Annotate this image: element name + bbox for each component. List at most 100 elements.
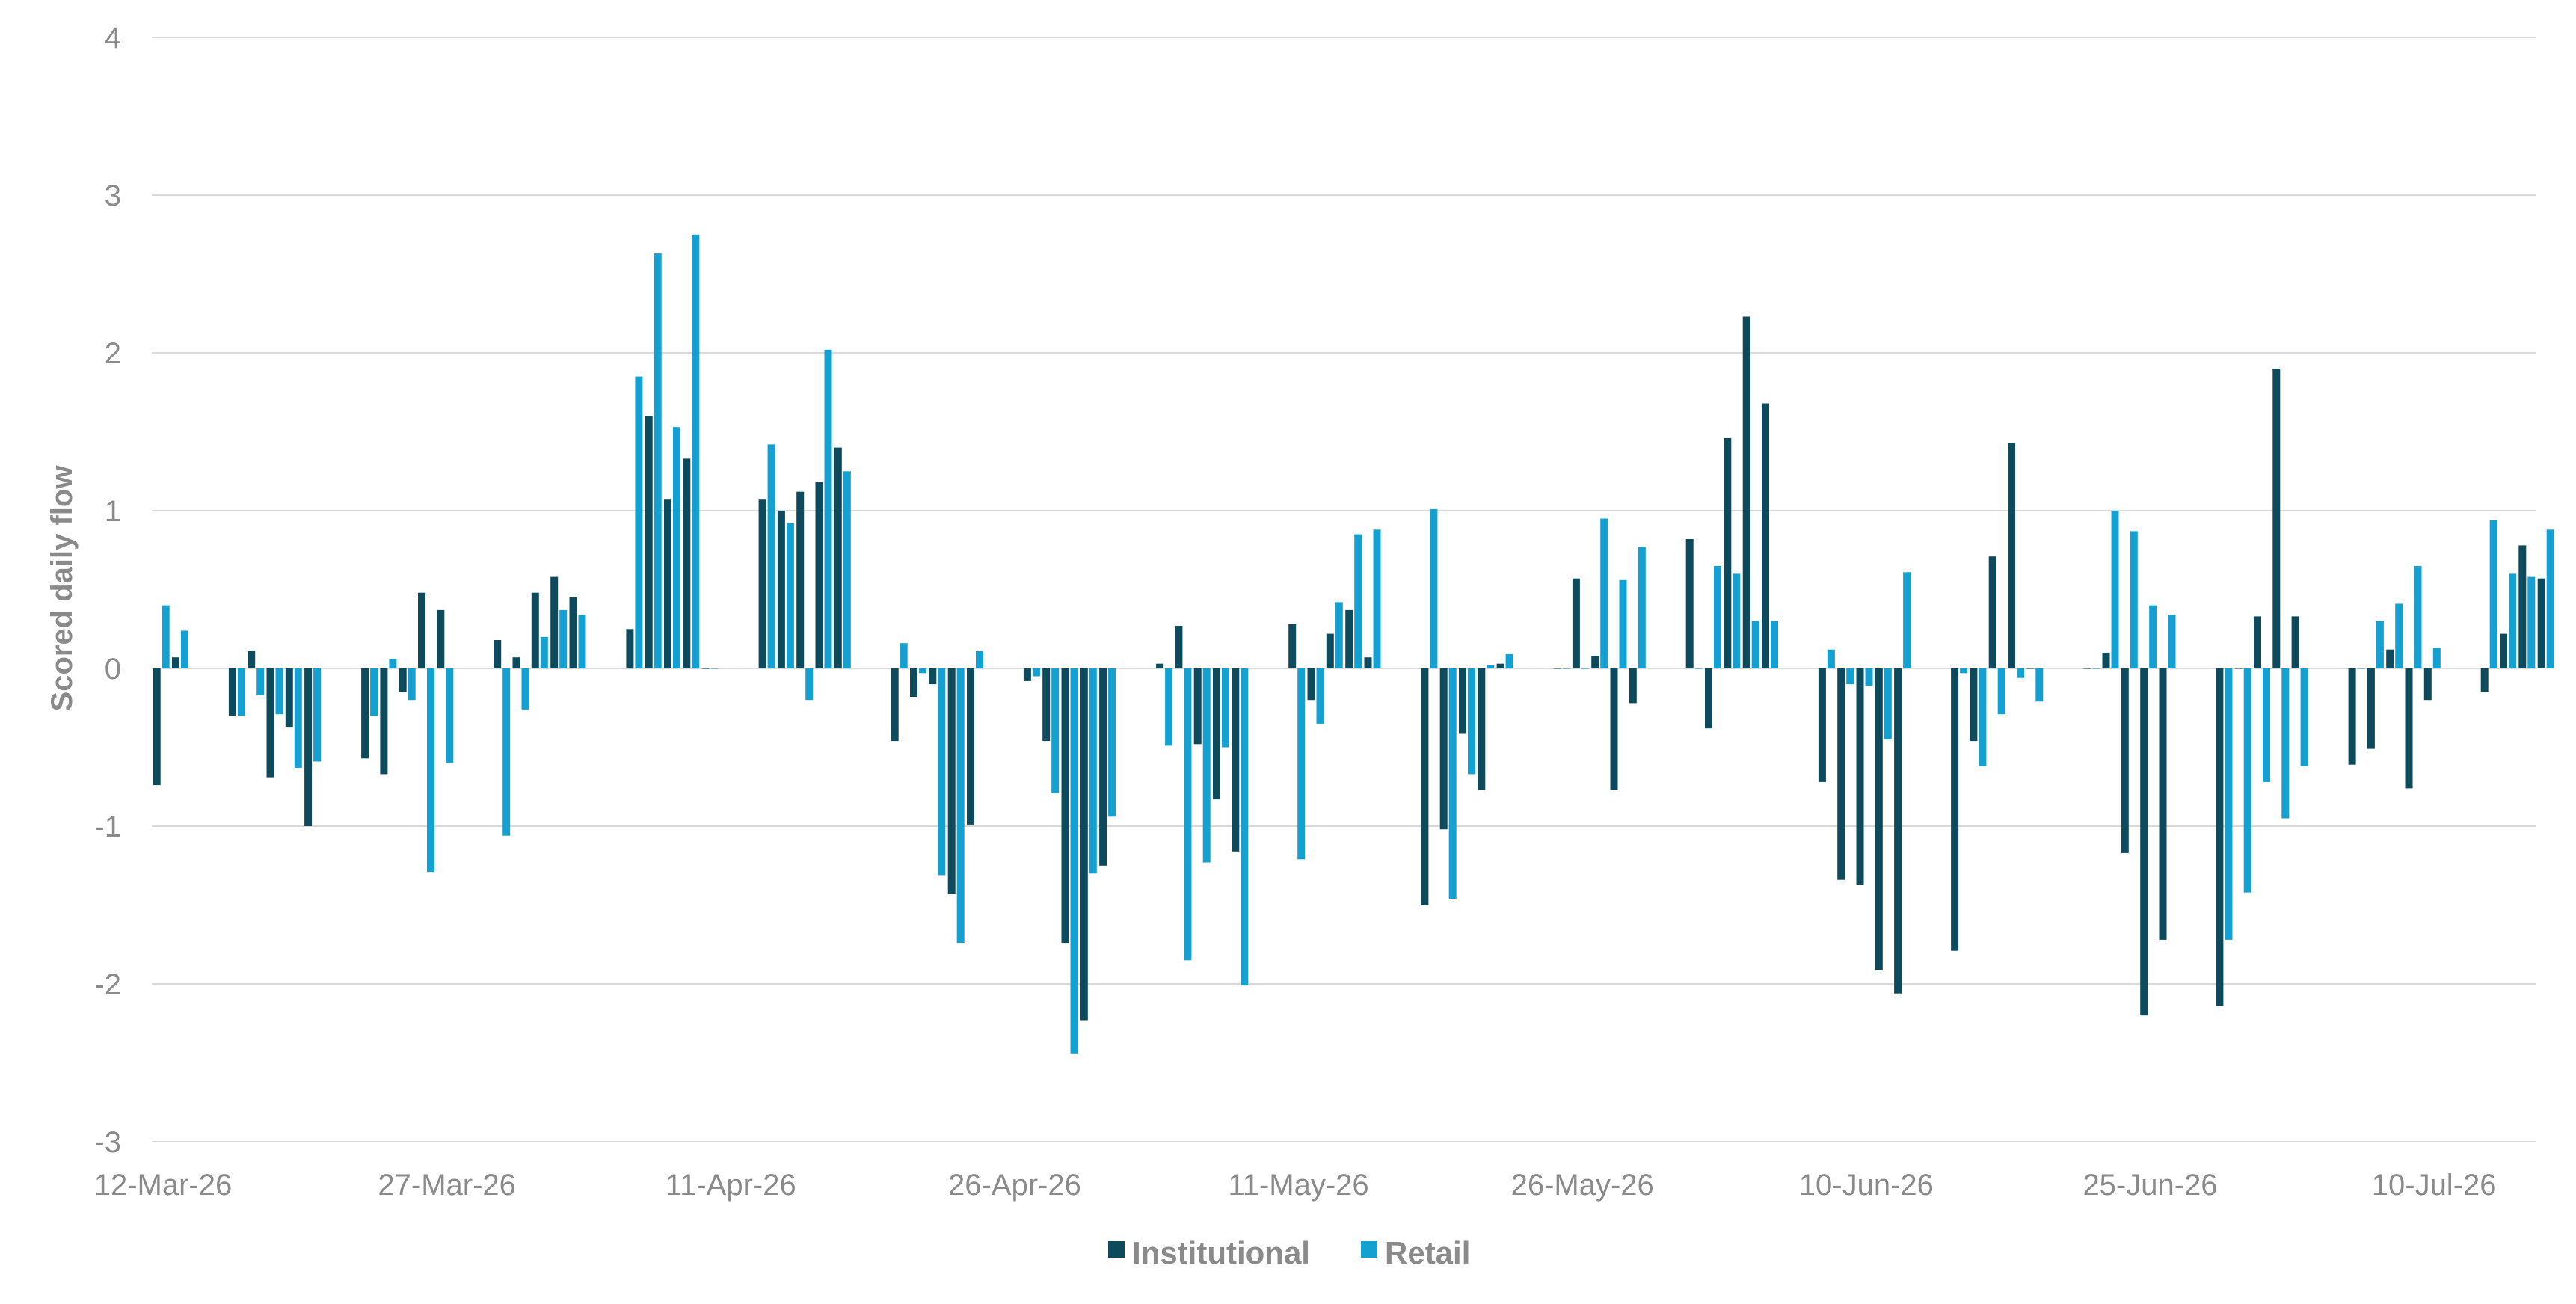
bar-retail xyxy=(2243,668,2251,893)
y-axis-title: Scored daily flow xyxy=(46,465,79,712)
bar-retail xyxy=(294,668,302,768)
bar-retail xyxy=(1581,668,1589,669)
bar-retail xyxy=(1771,621,1778,668)
bar-institutional xyxy=(512,657,520,668)
bar-retail xyxy=(1373,529,1381,668)
y-axis-ticks: 4 3 2 1 0 -1 -2 -3 xyxy=(94,22,121,1159)
bar-retail xyxy=(2263,668,2270,782)
bar-institutional xyxy=(1951,668,1959,951)
bar-institutional xyxy=(2026,668,2035,669)
bar-retail xyxy=(2111,511,2119,668)
bar-retail xyxy=(1468,668,1475,775)
x-tick-label: 11-May-26 xyxy=(1228,1169,1368,1202)
bar-retail xyxy=(1165,668,1173,746)
bar-institutional xyxy=(1364,657,1372,668)
bar-retail xyxy=(1487,665,1495,668)
bar-retail xyxy=(1979,668,1987,766)
bar-retail xyxy=(2300,668,2308,766)
bar-institutional xyxy=(1175,626,1183,668)
bar-institutional xyxy=(2405,668,2413,789)
bar-retail xyxy=(578,615,586,668)
bar-institutional xyxy=(664,499,671,668)
bar-retail xyxy=(408,668,416,701)
bar-institutional xyxy=(2216,668,2224,1006)
y-tick-label: 0 xyxy=(105,653,121,686)
bar-institutional xyxy=(1156,663,1164,668)
bar-institutional xyxy=(683,458,691,668)
bar-retail xyxy=(900,643,908,668)
bar-institutional xyxy=(1894,668,1902,994)
bar-retail xyxy=(1297,668,1306,860)
bar-institutional xyxy=(2291,616,2299,668)
bar-retail xyxy=(1846,668,1854,685)
bar-institutional xyxy=(153,668,161,786)
bar-retail xyxy=(2376,621,2384,668)
bar-institutional xyxy=(2121,668,2129,853)
bar-retail xyxy=(1505,654,1513,668)
bar-institutional xyxy=(1080,668,1088,1021)
bar-retail xyxy=(1960,668,1968,674)
bar-retail xyxy=(2130,531,2138,668)
bar-institutional xyxy=(569,597,577,668)
bar-institutional xyxy=(361,668,369,759)
bar-retail xyxy=(1316,668,1324,724)
bar-retail xyxy=(446,668,454,763)
bar-institutional xyxy=(815,482,823,668)
bar-retail xyxy=(1827,649,1835,668)
bar-retail xyxy=(1903,572,1911,668)
bar-institutional xyxy=(1439,668,1448,830)
bar-institutional xyxy=(1478,668,1486,790)
bar-retail xyxy=(654,253,662,669)
bar-retail xyxy=(673,427,680,668)
bar-retail xyxy=(2527,576,2536,668)
bar-institutional xyxy=(1326,633,1334,668)
x-axis-ticks: 12-Mar-26 27-Mar-26 11-Apr-26 26-Apr-26 11-M… xyxy=(94,1169,2497,1202)
bar-retail xyxy=(2149,605,2157,668)
bar-retail xyxy=(1222,668,1229,748)
bar-institutional xyxy=(2367,668,2375,749)
bar-institutional xyxy=(645,416,653,668)
bar-retail xyxy=(1562,668,1570,669)
bar-institutional xyxy=(834,447,842,668)
legend-swatch-retail xyxy=(1361,1241,1377,1258)
bar-institutional xyxy=(891,668,899,742)
bar-retail xyxy=(1448,668,1457,899)
x-tick-label: 27-Mar-26 xyxy=(378,1169,516,1202)
bar-retail xyxy=(313,668,322,762)
bar-institutional xyxy=(1762,403,1769,668)
bar-retail xyxy=(1600,518,1608,668)
gridlines xyxy=(152,37,2536,1142)
bar-institutional xyxy=(2159,668,2167,940)
y-tick-label: 1 xyxy=(105,495,121,528)
bar-institutional xyxy=(1061,668,1069,944)
bar-retail xyxy=(427,668,434,873)
bar-institutional xyxy=(1818,668,1826,782)
bar-institutional xyxy=(266,668,274,778)
bar-institutional xyxy=(172,657,179,668)
bar-institutional xyxy=(1837,668,1845,880)
bar-institutional xyxy=(550,576,559,668)
bar-retail xyxy=(1202,668,1211,863)
bar-institutional xyxy=(1685,539,1694,668)
bar-institutional xyxy=(1553,668,1561,669)
bar-institutional xyxy=(1572,578,1580,668)
bar-retail xyxy=(2017,668,2024,678)
bar-institutional xyxy=(1875,668,1883,970)
bar-retail xyxy=(1051,668,1060,793)
bar-retail xyxy=(1997,668,2005,715)
bar-retail xyxy=(2432,648,2441,668)
bar-institutional xyxy=(418,592,425,668)
bar-institutional xyxy=(1213,668,1220,800)
bar-institutional xyxy=(2083,668,2091,669)
bar-institutional xyxy=(967,668,974,825)
bar-retail xyxy=(389,659,397,668)
bar-retail xyxy=(1751,621,1759,668)
bar-retail xyxy=(2225,668,2233,940)
bar-retail xyxy=(181,630,188,668)
bar-institutional xyxy=(1421,668,1429,905)
bar-retail xyxy=(2414,565,2422,668)
bar-institutional xyxy=(2008,443,2015,668)
y-tick-label: 3 xyxy=(105,179,121,212)
